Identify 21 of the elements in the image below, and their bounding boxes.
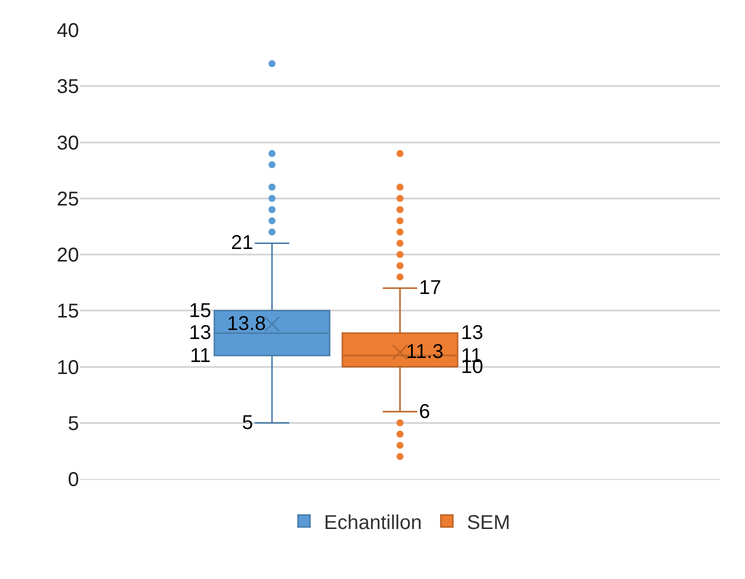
y-tick-label: 25 xyxy=(56,188,79,210)
annotation: 13 xyxy=(189,322,212,344)
y-tick-label: 20 xyxy=(56,244,79,266)
annotation: 6 xyxy=(419,401,430,423)
annotation: 13 xyxy=(461,322,484,344)
annotation: 11 xyxy=(190,345,211,367)
y-tick-label: 15 xyxy=(56,300,79,323)
annotation: 11.3 xyxy=(406,341,444,363)
y-tick-label: 5 xyxy=(68,412,79,435)
annotation: 13.8 xyxy=(227,313,266,335)
y-tick-label: 40 xyxy=(56,20,79,42)
y-tick-label: 10 xyxy=(56,356,79,379)
annotation: 17 xyxy=(419,277,442,299)
y-tick-label: 0 xyxy=(68,469,79,491)
annotation: 21 xyxy=(231,232,254,254)
legend-label: Echantillon xyxy=(324,512,422,534)
annotation: 15 xyxy=(189,300,212,322)
y-tick-label: 30 xyxy=(56,132,79,154)
annotation: 5 xyxy=(242,412,254,434)
legend-label: SEM xyxy=(466,512,510,534)
y-tick-label: 35 xyxy=(56,76,79,98)
